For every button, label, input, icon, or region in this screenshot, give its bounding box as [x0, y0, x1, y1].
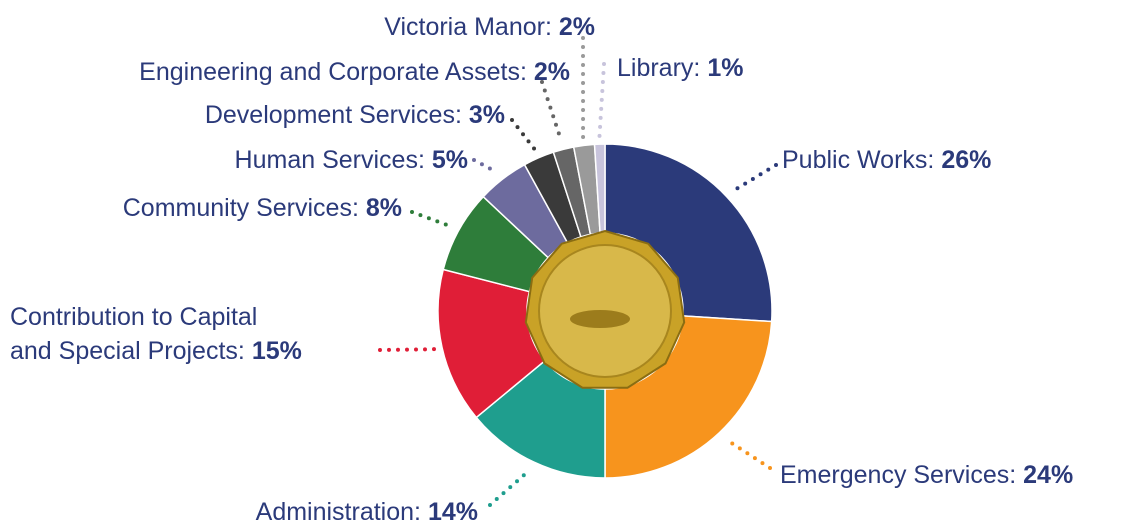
- value-label: 14%: [428, 498, 478, 526]
- value-label: 24%: [1023, 461, 1073, 489]
- value-label: 1%: [707, 54, 743, 82]
- leader-line: [733, 165, 776, 191]
- category-name: Engineering and Corporate Assets:: [139, 58, 527, 86]
- slice-label: Contribution to Capital and Special Proj…: [10, 300, 302, 368]
- category-name: Victoria Manor:: [384, 13, 552, 41]
- slice-label: Library: 1%: [617, 51, 743, 85]
- category-name: Library:: [617, 54, 700, 82]
- value-label: 26%: [941, 146, 991, 174]
- value-label: 2%: [559, 13, 595, 41]
- value-label: 2%: [534, 58, 570, 86]
- value-label: 3%: [469, 101, 505, 129]
- leader-line: [512, 120, 535, 150]
- category-name: Community Services:: [123, 194, 359, 222]
- slice-label: Victoria Manor: 2%: [384, 10, 595, 44]
- slice-label: Administration: 14%: [256, 495, 478, 529]
- slice-label: Public Works: 26%: [782, 143, 991, 177]
- category-name: Development Services:: [205, 101, 462, 129]
- slice-label: Development Services: 3%: [205, 98, 505, 132]
- slice-label: Human Services: 5%: [235, 143, 468, 177]
- leader-line: [474, 160, 498, 173]
- value-label: 5%: [432, 146, 468, 174]
- value-label: 15%: [252, 337, 302, 365]
- leader-line: [380, 349, 434, 350]
- value-label: 8%: [366, 194, 402, 222]
- category-name: Public Works:: [782, 146, 934, 174]
- slice-label: Engineering and Corporate Assets: 2%: [139, 55, 570, 89]
- leader-line: [600, 64, 604, 136]
- leader-line: [412, 212, 452, 227]
- category-name: Human Services:: [235, 146, 425, 174]
- category-name: Administration:: [256, 498, 421, 526]
- leader-line: [725, 439, 770, 468]
- category-name: Contribution to Capital and Special Proj…: [10, 303, 257, 365]
- category-name: Emergency Services:: [780, 461, 1016, 489]
- coin-loon: [570, 310, 630, 328]
- leader-line: [542, 82, 561, 141]
- slice-label: Community Services: 8%: [123, 191, 402, 225]
- leader-line: [490, 469, 530, 505]
- chart: Public Works: 26% Emergency Services: 24%…: [0, 0, 1140, 529]
- slice-label: Emergency Services: 24%: [780, 458, 1073, 492]
